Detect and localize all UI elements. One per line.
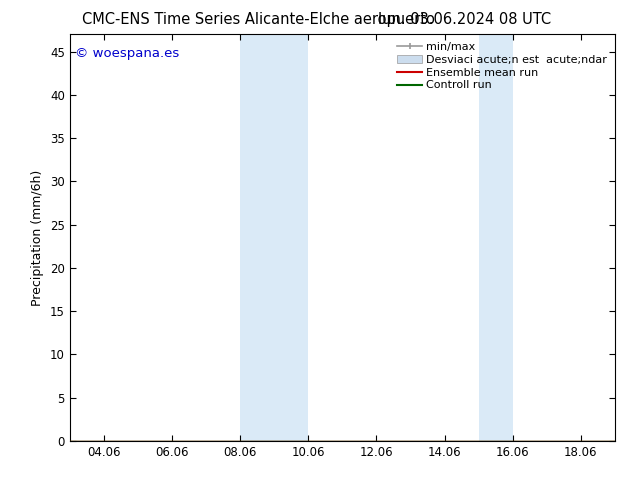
- Legend: min/max, Desviaci acute;n est  acute;ndar, Ensemble mean run, Controll run: min/max, Desviaci acute;n est acute;ndar…: [395, 40, 609, 93]
- Bar: [274, 34, 308, 441]
- Bar: [479, 34, 496, 441]
- Bar: [496, 34, 513, 441]
- Y-axis label: Precipitation (mm/6h): Precipitation (mm/6h): [32, 170, 44, 306]
- Text: © woespana.es: © woespana.es: [75, 47, 179, 59]
- Bar: [240, 34, 274, 441]
- Text: CMC-ENS Time Series Alicante-Elche aeropuerto: CMC-ENS Time Series Alicante-Elche aerop…: [82, 12, 436, 27]
- Text: lun. 03.06.2024 08 UTC: lun. 03.06.2024 08 UTC: [378, 12, 552, 27]
